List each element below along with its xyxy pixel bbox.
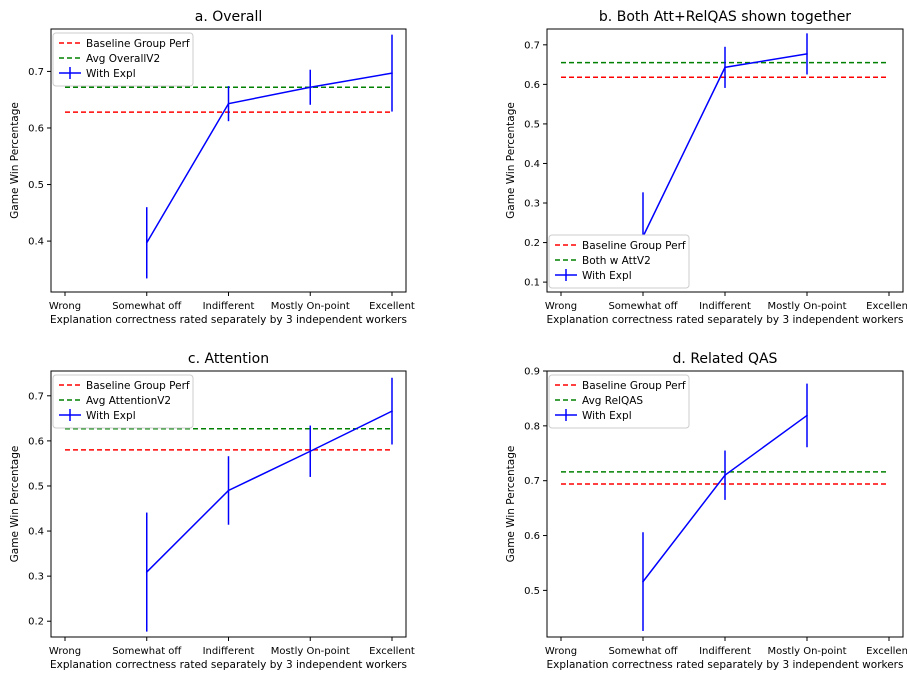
x-tick-label: Mostly On-point <box>767 301 846 312</box>
y-tick-label: 0.7 <box>28 67 44 78</box>
y-axis-label: Game Win Percentage <box>505 446 517 563</box>
x-tick-label: Somewhat off <box>112 301 182 312</box>
legend-label: Baseline Group Perf <box>582 240 686 252</box>
legend: Baseline Group Perf Both w AttV2 With Expl <box>548 234 690 289</box>
legend-label: Avg AttentionV2 <box>86 395 171 407</box>
panel-title: c. Attention <box>188 351 269 367</box>
y-tick-label: 0.4 <box>28 237 44 248</box>
legend-box <box>548 234 690 289</box>
x-tick-label: Excellent <box>369 646 415 657</box>
panel-title: a. Overall <box>195 9 263 25</box>
y-tick-label: 0.5 <box>524 119 540 130</box>
legend-label: Avg RelQAS <box>582 395 643 407</box>
x-axis-label: Explanation correctness rated separately… <box>50 314 407 326</box>
x-tick-label: Wrong <box>49 646 81 657</box>
panel-1: a. Overall Wrong Somewhat off Indifferent Mo… <box>9 9 415 326</box>
x-tick-label: Somewhat off <box>608 646 678 657</box>
y-axis-label: Game Win Percentage <box>505 102 517 219</box>
x-tick-label: Mostly On-point <box>271 301 350 312</box>
legend-box <box>548 374 690 429</box>
y-tick-label: 0.4 <box>524 159 540 170</box>
legend: Baseline Group Perf Avg RelQAS With Expl <box>548 374 690 429</box>
x-axis-label: Explanation correctness rated separately… <box>50 659 407 671</box>
legend-box <box>52 32 194 87</box>
series-line <box>642 414 808 583</box>
x-tick-label: Somewhat off <box>112 646 182 657</box>
y-tick-label: 0.7 <box>28 391 44 402</box>
legend-label: Baseline Group Perf <box>582 380 686 392</box>
y-axis-label: Game Win Percentage <box>9 446 21 563</box>
panel-3: c. Attention Wrong Somewhat off Indifferent… <box>9 351 415 671</box>
legend-label: With Expl <box>86 410 136 422</box>
x-tick-label: Somewhat off <box>608 301 678 312</box>
series-line <box>146 410 393 573</box>
y-tick-label: 0.2 <box>28 617 44 628</box>
legend: Baseline Group Perf Avg OverallV2 With Exp… <box>52 32 194 87</box>
x-axis-label: Explanation correctness rated separately… <box>547 314 904 326</box>
x-tick-label: Indifferent <box>203 301 255 312</box>
x-tick-label: Wrong <box>545 301 577 312</box>
legend-label: With Expl <box>582 270 632 282</box>
legend-label: Avg OverallV2 <box>86 53 160 65</box>
panel-title: b. Both Att+RelQAS shown together <box>599 9 851 25</box>
y-tick-label: 0.3 <box>524 199 540 210</box>
y-tick-label: 0.5 <box>28 180 44 191</box>
y-tick-label: 0.6 <box>28 123 44 134</box>
y-tick-label: 0.1 <box>524 278 540 289</box>
panel-4: d. Related QAS Wrong Somewhat off Indiffere… <box>505 351 907 671</box>
x-tick-label: Excellent <box>866 646 907 657</box>
series-line <box>642 53 808 237</box>
y-tick-label: 0.8 <box>524 421 540 432</box>
x-tick-label: Indifferent <box>699 301 751 312</box>
legend-label: With Expl <box>86 68 136 80</box>
series-line <box>146 72 393 244</box>
legend-label: Baseline Group Perf <box>86 38 190 50</box>
x-tick-label: Wrong <box>545 646 577 657</box>
y-tick-label: 0.4 <box>28 527 44 538</box>
y-tick-label: 0.5 <box>524 586 540 597</box>
y-tick-label: 0.3 <box>28 572 44 583</box>
x-tick-label: Wrong <box>49 301 81 312</box>
y-tick-label: 0.7 <box>524 40 540 51</box>
y-tick-label: 0.6 <box>28 436 44 447</box>
legend: Baseline Group Perf Avg AttentionV2 With E… <box>52 374 194 429</box>
y-tick-label: 0.5 <box>28 481 44 492</box>
panel-title: d. Related QAS <box>673 351 778 367</box>
y-tick-label: 0.2 <box>524 238 540 249</box>
x-tick-label: Mostly On-point <box>767 646 846 657</box>
y-tick-label: 0.7 <box>524 476 540 487</box>
y-tick-label: 0.6 <box>524 80 540 91</box>
x-tick-label: Mostly On-point <box>271 646 350 657</box>
x-tick-label: Indifferent <box>699 646 751 657</box>
x-tick-label: Indifferent <box>203 646 255 657</box>
panel-2: b. Both Att+RelQAS shown together Wrong So… <box>505 9 907 326</box>
y-axis-label: Game Win Percentage <box>9 102 21 219</box>
legend-box <box>52 374 194 429</box>
x-axis-label: Explanation correctness rated separately… <box>547 659 904 671</box>
legend-label: With Expl <box>582 410 632 422</box>
y-tick-label: 0.6 <box>524 531 540 542</box>
x-tick-label: Excellent <box>866 301 907 312</box>
legend-label: Baseline Group Perf <box>86 380 190 392</box>
legend-label: Both w AttV2 <box>582 255 651 267</box>
x-tick-label: Excellent <box>369 301 415 312</box>
y-tick-label: 0.9 <box>524 367 540 378</box>
